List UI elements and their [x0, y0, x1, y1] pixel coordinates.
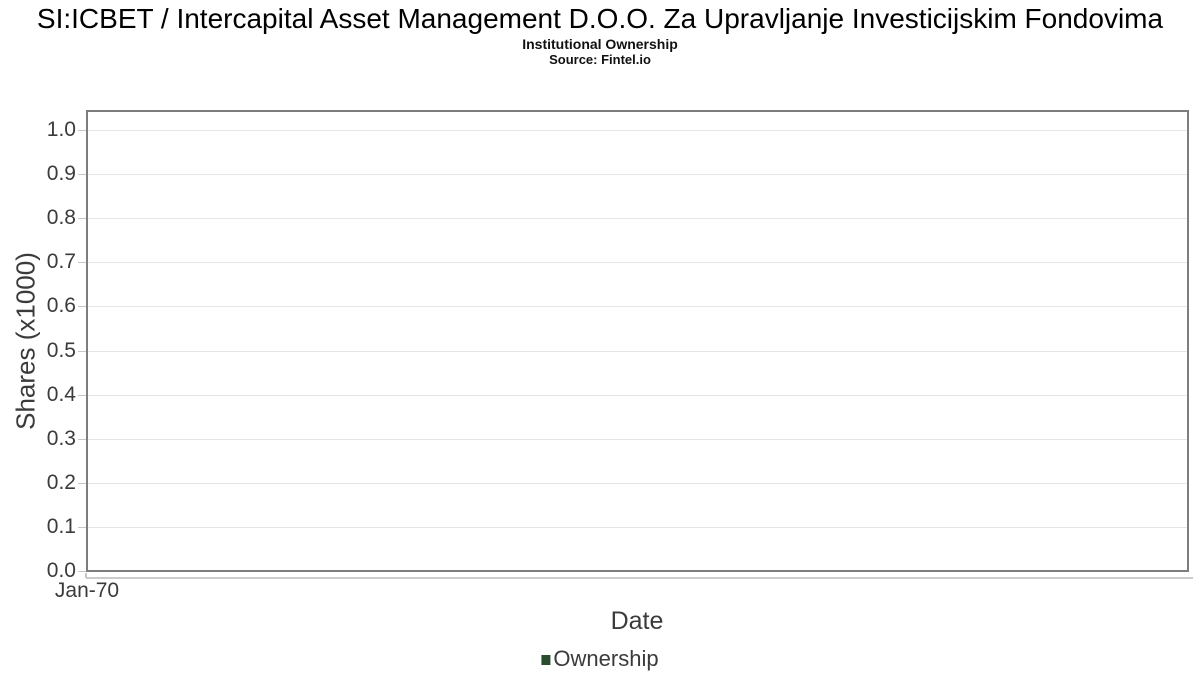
chart-subtitle: Institutional Ownership	[522, 36, 678, 52]
plot-area	[86, 110, 1189, 572]
y-tick-mark	[78, 306, 86, 308]
gridline	[88, 482, 1187, 484]
x-axis-title: Date	[610, 607, 664, 635]
y-tick-label: 0.1	[46, 514, 76, 538]
legend-swatch-ownership	[541, 655, 551, 665]
chart-title: SI:ICBET / Intercapital Asset Management…	[36, 3, 1164, 34]
y-tick-label: 0.6	[46, 294, 76, 318]
y-tick-label: 0.3	[46, 426, 76, 450]
gridline	[88, 174, 1187, 176]
y-tick-mark	[78, 130, 86, 131]
y-tick-mark	[78, 350, 86, 352]
gridline	[88, 262, 1187, 264]
y-tick-mark	[78, 438, 86, 440]
gridline	[88, 306, 1187, 308]
y-tick-label: 0.0	[46, 559, 76, 582]
legend-label-ownership: Ownership	[553, 646, 659, 671]
y-tick-label: 0.8	[46, 206, 76, 230]
x-tick-label: Jan-70	[54, 579, 120, 602]
chart-header: SI:ICBET / Intercapital Asset Management…	[0, 3, 1200, 67]
gridline	[88, 218, 1187, 220]
y-tick-label: 0.7	[46, 250, 76, 274]
gridline	[88, 394, 1187, 396]
legend: Ownership	[541, 646, 659, 672]
y-tick-label: 0.5	[46, 338, 76, 362]
y-tick-mark	[78, 174, 86, 176]
y-tick-label: 1.0	[46, 118, 76, 141]
y-tick-label: 0.9	[46, 162, 76, 186]
gridline	[88, 526, 1187, 528]
y-tick-label: 0.2	[46, 470, 76, 494]
y-tick-mark	[78, 526, 86, 528]
gridline	[88, 130, 1187, 131]
y-tick-mark	[78, 262, 86, 264]
y-tick-mark	[78, 218, 86, 220]
gridline	[88, 438, 1187, 440]
y-tick-mark	[78, 482, 86, 484]
x-axis-line	[86, 577, 1193, 579]
y-tick-mark	[78, 571, 86, 572]
x-tick-mark	[85, 573, 87, 578]
y-tick-label: 0.4	[46, 382, 76, 406]
chart-source-note: Source: Fintel.io	[549, 52, 651, 67]
y-tick-mark	[78, 394, 86, 396]
gridline	[88, 350, 1187, 352]
